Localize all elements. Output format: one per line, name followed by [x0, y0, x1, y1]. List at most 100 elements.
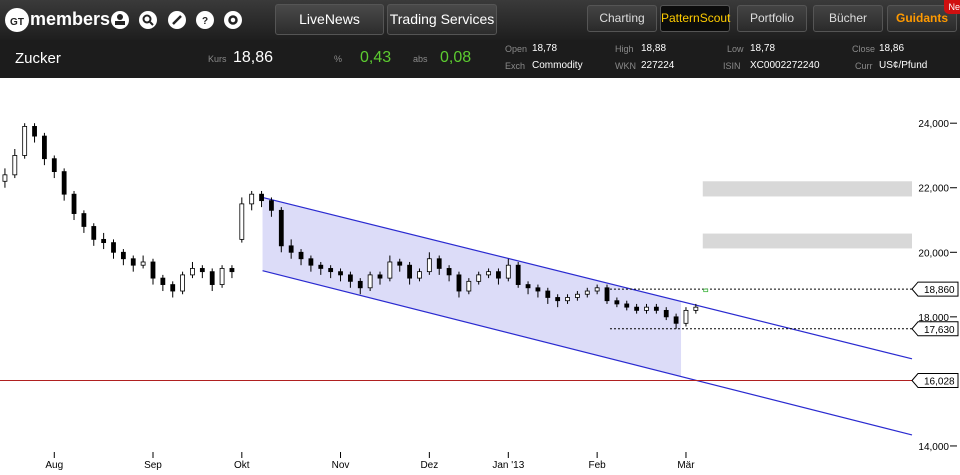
- x-tick-label: Feb: [589, 460, 607, 471]
- candle-body: [407, 264, 413, 279]
- candle-body: [101, 238, 107, 244]
- chart: 18,860 17,630 16,028 24,000 22,000 20,000 18,0…: [0, 119, 959, 471]
- field-label: Curr: [855, 61, 873, 71]
- candle-body: [357, 280, 363, 289]
- candle-body: [377, 274, 383, 279]
- candle-body: [565, 297, 570, 302]
- abs-label: abs: [413, 54, 428, 64]
- candle-body: [338, 271, 343, 276]
- candle-body: [397, 261, 403, 266]
- icon-row[interactable]: ?: [108, 8, 248, 32]
- candle-body: [91, 226, 97, 240]
- x-tick-label: Nov: [332, 460, 350, 471]
- field-value: XC0002272240: [750, 60, 820, 71]
- nav-tab[interactable]: Portfolio: [737, 5, 807, 32]
- candle-body: [2, 174, 8, 182]
- candle-body: [535, 287, 541, 292]
- x-tick-label: Sep: [144, 460, 162, 471]
- candle-body: [436, 258, 442, 269]
- candle-body: [417, 271, 422, 279]
- field-value: 18,88: [641, 43, 667, 54]
- candle-body: [249, 193, 255, 205]
- candle-body: [515, 264, 521, 285]
- x-tick-label: Okt: [234, 460, 250, 471]
- candle-body: [318, 264, 324, 269]
- nav-tab[interactable]: Bücher: [813, 5, 883, 32]
- level-label: 18,860: [924, 285, 955, 296]
- field-value: 227224: [641, 60, 675, 71]
- candle-body: [199, 268, 205, 273]
- field-label: High: [615, 44, 634, 54]
- candle-body: [466, 280, 472, 292]
- nav-tab[interactable]: PatternScout: [660, 5, 730, 32]
- candle-body: [663, 309, 669, 318]
- candle-body: [140, 261, 146, 266]
- candle-body: [51, 158, 57, 173]
- candle-body: [693, 306, 699, 311]
- candle-body: [644, 306, 649, 311]
- candle-body: [229, 268, 235, 273]
- field-label: WKN: [615, 61, 636, 71]
- candle-body: [505, 264, 511, 279]
- channel-fill: [262, 197, 682, 377]
- channel-line: [262, 196, 913, 360]
- x-tick-label: Mär: [677, 460, 695, 471]
- candle-body: [219, 268, 225, 285]
- candle-body: [71, 193, 77, 214]
- pct-change: 0,43: [360, 49, 392, 66]
- candle-body: [259, 193, 264, 202]
- candle-body: [269, 200, 274, 211]
- candle-body: [22, 126, 28, 156]
- candle-body: [180, 274, 185, 292]
- candle-body: [456, 274, 462, 292]
- field-label: ISIN: [723, 61, 741, 71]
- new-badge: Ne: [944, 0, 960, 14]
- field-label: Close: [852, 44, 876, 54]
- candle-body: [12, 155, 18, 176]
- nav-button[interactable]: Trading Services: [387, 4, 497, 35]
- candle-body: [594, 287, 600, 292]
- candle-body: [190, 268, 195, 276]
- candle-body: [150, 261, 156, 279]
- y-tick-label: 20,000: [918, 248, 949, 259]
- quote-bar: Zucker Kurs 18,86 % 0,43 abs 0,08 Open 18…: [0, 40, 960, 78]
- candle-body: [328, 268, 334, 273]
- candle-body: [476, 274, 482, 282]
- level-label: 16,028: [924, 376, 955, 387]
- candle-body: [42, 135, 47, 160]
- candle-body: [209, 271, 215, 285]
- field-label: Exch: [505, 61, 526, 71]
- candle-body: [604, 287, 610, 302]
- candle-body: [624, 303, 630, 308]
- nav-button[interactable]: LiveNews: [275, 4, 384, 35]
- logo-mark-text: GT: [10, 17, 24, 28]
- abs-change: 0,08: [440, 49, 472, 66]
- candle-body: [525, 284, 531, 289]
- level-label-box: [911, 321, 959, 337]
- y-tick-label: 24,000: [918, 119, 949, 130]
- field-label: Low: [727, 44, 744, 54]
- candle-body: [496, 271, 501, 279]
- x-tick-label: Dez: [420, 460, 438, 471]
- y-tick-label: 14,000: [918, 442, 949, 453]
- candle-body: [683, 309, 689, 324]
- candle-body: [278, 209, 284, 247]
- y-tick-label: 18,000: [918, 313, 949, 324]
- candle-body: [387, 261, 393, 279]
- candle-body: [239, 203, 245, 240]
- nav-tab[interactable]: Charting: [587, 5, 657, 32]
- price: 18,86: [233, 49, 274, 66]
- candle-body: [32, 126, 37, 137]
- price-label: Kurs: [208, 54, 227, 64]
- field-value: US¢/Pfund: [879, 60, 928, 71]
- level-label-box: [911, 281, 959, 297]
- candle-body: [673, 316, 679, 324]
- field-label: Open: [505, 44, 528, 54]
- candle-body: [446, 268, 452, 276]
- field-value: Commodity: [532, 60, 583, 71]
- candle-body: [170, 284, 176, 292]
- x-tick-label: Aug: [45, 460, 63, 471]
- candle-body: [545, 290, 551, 298]
- candle-body: [653, 306, 659, 311]
